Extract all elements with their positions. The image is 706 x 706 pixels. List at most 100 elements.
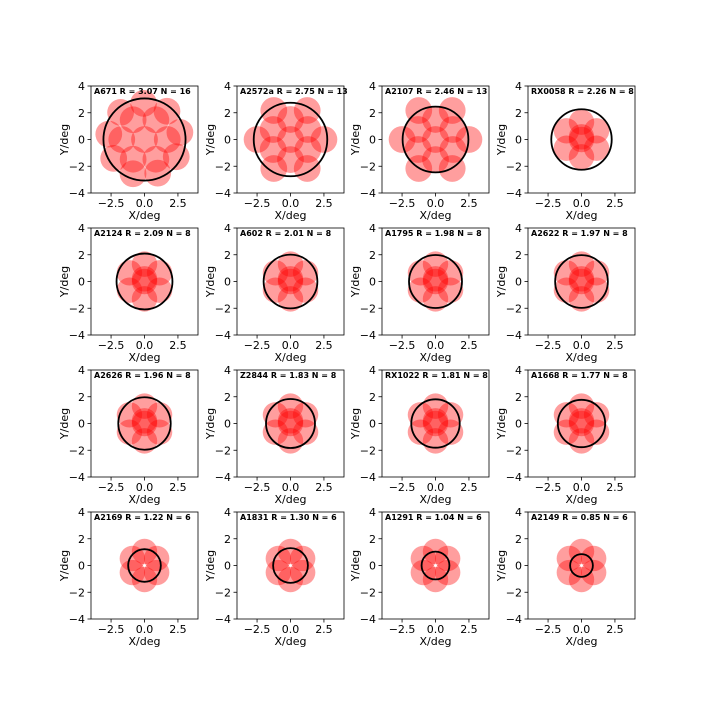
panel-title: A1668 R = 1.77 N = 8: [531, 371, 628, 380]
y-tick-label: −4: [69, 471, 85, 484]
y-tick-label: −2: [360, 160, 376, 173]
pointing-circle: [262, 402, 289, 428]
pointing-circle: [407, 402, 434, 428]
y-tick-label: 4: [224, 80, 231, 93]
y-tick-label: 4: [78, 506, 85, 519]
pointing-circle: [422, 408, 449, 434]
y-tick-label: −4: [69, 187, 85, 200]
x-tick-label: 0.0: [573, 623, 591, 636]
plot-area: [265, 538, 316, 593]
panel-title: RX0058 R = 2.26 N = 8: [531, 87, 634, 96]
panel-title: A2626 R = 1.96 N = 8: [94, 371, 191, 380]
panel-Z2844: Z2844 R = 1.83 N = 8 −2.5 0.0 2.5 4 2 0 −2 −4 X/d…: [204, 364, 345, 506]
pointing-circle: [422, 266, 449, 292]
pointing-circle: [131, 538, 158, 565]
y-tick-label: −4: [215, 471, 231, 484]
pointing-circle: [568, 566, 595, 593]
x-axis-label: X/deg: [129, 351, 161, 364]
y-axis-label: Y/deg: [204, 408, 217, 440]
pointing-circle: [422, 106, 449, 133]
x-tick-label: −2.5: [535, 197, 562, 210]
radius-ring: [115, 252, 174, 311]
x-tick-label: −2.5: [98, 339, 125, 352]
x-axis-label: X/deg: [566, 209, 598, 222]
y-tick-label: 0: [515, 560, 522, 573]
x-tick-label: −2.5: [389, 339, 416, 352]
axes-frame: [381, 511, 490, 620]
pointing-circle: [553, 402, 580, 428]
y-tick-label: 4: [369, 222, 376, 235]
pointing-circle: [583, 118, 610, 144]
pointing-circle: [568, 268, 595, 295]
y-axis-label: Y/deg: [58, 266, 71, 298]
radius-ring: [410, 398, 461, 449]
pointing-circle: [556, 545, 583, 572]
pointing-circle: [131, 268, 158, 295]
radius-ring: [262, 253, 319, 310]
pointing-circle: [142, 106, 170, 134]
radius-ring: [420, 550, 451, 581]
pointing-circle: [583, 402, 610, 428]
x-tick-label: 2.5: [169, 339, 187, 352]
pointing-circle: [568, 144, 595, 170]
y-tick-label: −4: [360, 613, 376, 626]
pointing-circle: [243, 126, 271, 153]
x-tick-label: 0.0: [427, 339, 445, 352]
y-tick-label: −2: [506, 160, 522, 173]
panel-RX1022: RX1022 R = 1.81 N = 8 −2.5 0.0 2.5 4 2 0 −2 −4 X/…: [349, 364, 490, 506]
pointing-circle: [277, 251, 304, 277]
plot-area: [95, 90, 194, 188]
y-tick-label: 4: [78, 222, 85, 235]
pointing-circle: [422, 410, 449, 437]
panel-title: A2107 R = 2.46 N = 13: [385, 87, 487, 96]
panel-RX0058: RX0058 R = 2.26 N = 8 −2.5 0.0 2.5 4 2 0 −2 −4 X/…: [495, 80, 636, 222]
panel-A1831: A1831 R = 1.30 N = 6 −2.5 0.0 2.5 4 2 0 −2 −4 X/d…: [204, 506, 345, 648]
y-tick-label: 0: [515, 134, 522, 147]
x-tick-label: −2.5: [98, 623, 125, 636]
y-tick-label: 2: [369, 107, 376, 120]
pointing-circle: [259, 116, 287, 143]
y-tick-label: 0: [224, 134, 231, 147]
y-tick-label: 0: [369, 276, 376, 289]
pointing-circle: [556, 559, 583, 586]
x-tick-label: 0.0: [573, 339, 591, 352]
y-axis-label: Y/deg: [58, 408, 71, 440]
x-tick-label: 2.5: [315, 623, 333, 636]
pointing-circle: [100, 144, 128, 172]
panel-A1668: A1668 R = 1.77 N = 8 −2.5 0.0 2.5 4 2 0 −2 −4 X/d…: [495, 364, 636, 506]
radius-ring: [117, 396, 172, 451]
pointing-circle: [119, 145, 147, 173]
x-tick-label: 2.5: [460, 339, 478, 352]
x-tick-label: 0.0: [427, 481, 445, 494]
radius-ring: [408, 254, 463, 309]
y-axis-label: Y/deg: [349, 550, 362, 582]
plot-area: [553, 393, 610, 454]
pointing-circle: [108, 126, 136, 153]
pointing-circle: [439, 136, 467, 163]
x-tick-label: 0.0: [136, 339, 154, 352]
panel-title: A671 R = 3.07 N = 16: [94, 87, 191, 96]
pointing-circle: [131, 266, 158, 292]
panel-title: Z2844 R = 1.83 N = 8: [240, 371, 337, 380]
radius-ring: [102, 97, 187, 182]
x-tick-label: 2.5: [606, 339, 624, 352]
x-axis-label: X/deg: [129, 209, 161, 222]
panel-A602: A602 R = 2.01 N = 8 −2.5 0.0 2.5 4 2 0 −2 −4 X/de…: [204, 222, 345, 364]
pointing-circle: [422, 126, 449, 153]
y-tick-label: 4: [78, 80, 85, 93]
radius-ring: [265, 398, 316, 449]
panel-title: A1291 R = 1.04 N = 6: [385, 513, 482, 522]
x-tick-label: 2.5: [315, 481, 333, 494]
y-tick-label: −2: [69, 444, 85, 457]
x-axis-label: X/deg: [129, 635, 161, 648]
x-tick-label: −2.5: [535, 339, 562, 352]
pointing-circle: [568, 124, 595, 150]
pointing-circle: [131, 126, 158, 153]
y-tick-label: 2: [515, 533, 522, 546]
y-tick-label: 4: [224, 222, 231, 235]
y-tick-label: 2: [224, 533, 231, 546]
y-tick-label: −4: [360, 329, 376, 342]
axes-frame: [236, 511, 345, 620]
panel-title: A602 R = 2.01 N = 8: [240, 229, 332, 238]
